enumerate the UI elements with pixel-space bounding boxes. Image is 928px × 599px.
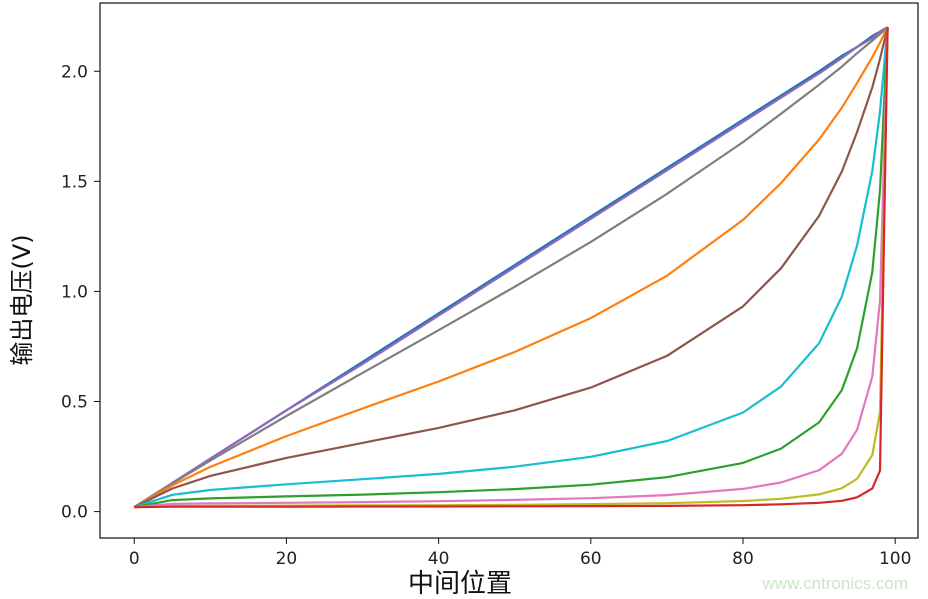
- x-tick-label: 40: [428, 549, 450, 569]
- y-tick-label: 2.0: [61, 62, 88, 82]
- y-tick-label: 1.0: [61, 282, 88, 302]
- y-axis: 0.0 0.5 1.0 1.5 2.0: [61, 62, 100, 523]
- y-tick-label: 0.0: [61, 503, 88, 523]
- watermark: www.cntronics.com: [762, 574, 908, 593]
- series-line-2: [133, 26, 889, 509]
- x-tick-label: 20: [276, 549, 298, 569]
- y-tick-label: 0.5: [61, 392, 88, 412]
- series-line-9: [134, 27, 889, 509]
- series-line-7: [134, 27, 889, 509]
- x-tick-label: 100: [879, 549, 911, 569]
- y-axis-label: 输出电压(V): [8, 234, 36, 365]
- plot-frame: [99, 2, 919, 539]
- series-line-3: [133, 26, 889, 509]
- series-line-1: [133, 26, 889, 509]
- y-tick-label: 1.5: [61, 172, 88, 192]
- x-tick-label: 80: [732, 549, 754, 569]
- x-tick-label: 60: [580, 549, 602, 569]
- x-tick-label: 0: [129, 549, 140, 569]
- x-axis-label: 中间位置: [408, 569, 512, 599]
- series-line-5: [133, 27, 889, 509]
- x-axis: 0 20 40 60 80 100: [129, 538, 911, 569]
- series-layer: [133, 26, 889, 509]
- series-line-4: [133, 26, 889, 509]
- series-line-6: [133, 27, 889, 509]
